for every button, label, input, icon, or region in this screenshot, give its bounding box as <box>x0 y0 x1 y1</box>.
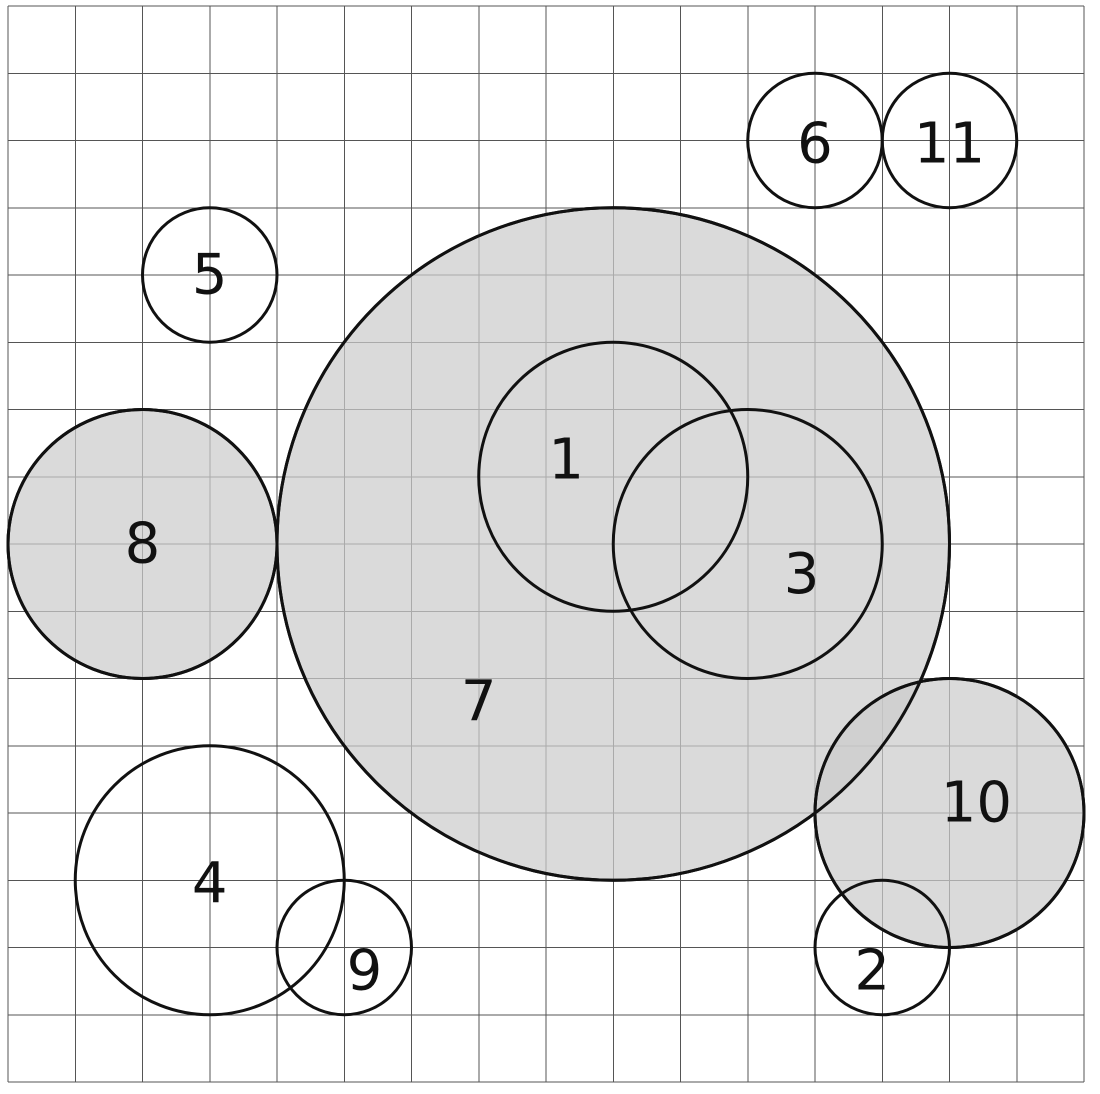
circle-label-1: 1 <box>548 427 584 492</box>
circle-label-7: 7 <box>461 670 497 735</box>
circle-label-10: 10 <box>941 770 1012 835</box>
circle-label-3: 3 <box>784 542 820 607</box>
circle-label-6: 6 <box>797 111 833 176</box>
circle-label-9: 9 <box>347 939 383 1004</box>
circle-1 <box>477 340 750 613</box>
circle-5 <box>141 206 279 344</box>
shaded-circle-outline-8 <box>6 408 279 680</box>
shaded-circle-outline-10 <box>813 677 1086 949</box>
circle-label-11: 11 <box>914 111 985 176</box>
circle-label-2: 2 <box>854 939 890 1004</box>
circle-label-8: 8 <box>125 512 161 577</box>
circle-11 <box>880 71 1019 210</box>
circle-9 <box>275 878 413 1017</box>
circles <box>6 71 1086 1017</box>
circle-label-5: 5 <box>192 243 228 308</box>
circle-label-4: 4 <box>192 851 228 916</box>
circle-labels: 7 8 10 1 3 5 6 11 4 9 2 <box>125 111 1012 1003</box>
circle-3 <box>611 408 884 680</box>
